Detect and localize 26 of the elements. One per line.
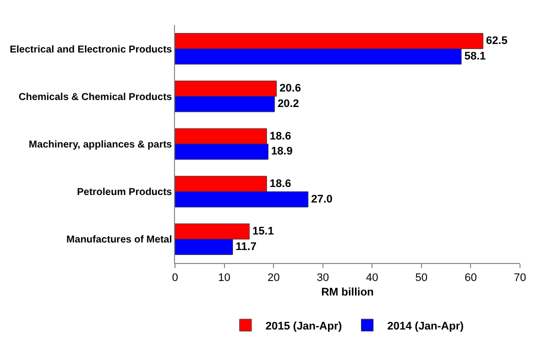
x-tick-label: 50	[415, 272, 428, 284]
data-label: 58.1	[464, 50, 486, 63]
y-tick-label: Machinery, appliances & parts	[28, 140, 172, 150]
data-label: 62.5	[486, 35, 508, 48]
data-label: 20.6	[280, 82, 301, 95]
x-tick-label: 40	[366, 272, 378, 284]
x-tick-label: 20	[267, 272, 280, 284]
legend-label: 2014 (Jan-Apr)	[387, 320, 464, 332]
data-label: 18.6	[270, 178, 292, 190]
x-tick-label: 60	[464, 272, 477, 284]
legend-label: 2015 (Jan-Apr)	[266, 320, 342, 332]
data-label: 27.0	[311, 193, 332, 206]
y-tick-label: Petroleum Products	[76, 187, 172, 198]
data-label: 18.6	[270, 130, 292, 142]
y-tick-label: Manufactures of Metal	[66, 234, 172, 246]
data-label: 15.1	[252, 225, 274, 238]
data-label: 18.9	[271, 146, 293, 158]
x-axis-title: RM billion	[321, 286, 374, 298]
data-label: 20.2	[278, 98, 299, 110]
x-tick-label: 10	[218, 272, 230, 284]
x-tick-label: 70	[514, 272, 526, 284]
data-label: 11.7	[236, 240, 256, 253]
y-tick-label: Electrical and Electronic Products	[10, 44, 172, 56]
x-tick-label: 30	[316, 272, 329, 284]
x-tick-label: 0	[172, 272, 178, 284]
y-tick-label: Chemicals & Chemical Products	[18, 92, 172, 103]
